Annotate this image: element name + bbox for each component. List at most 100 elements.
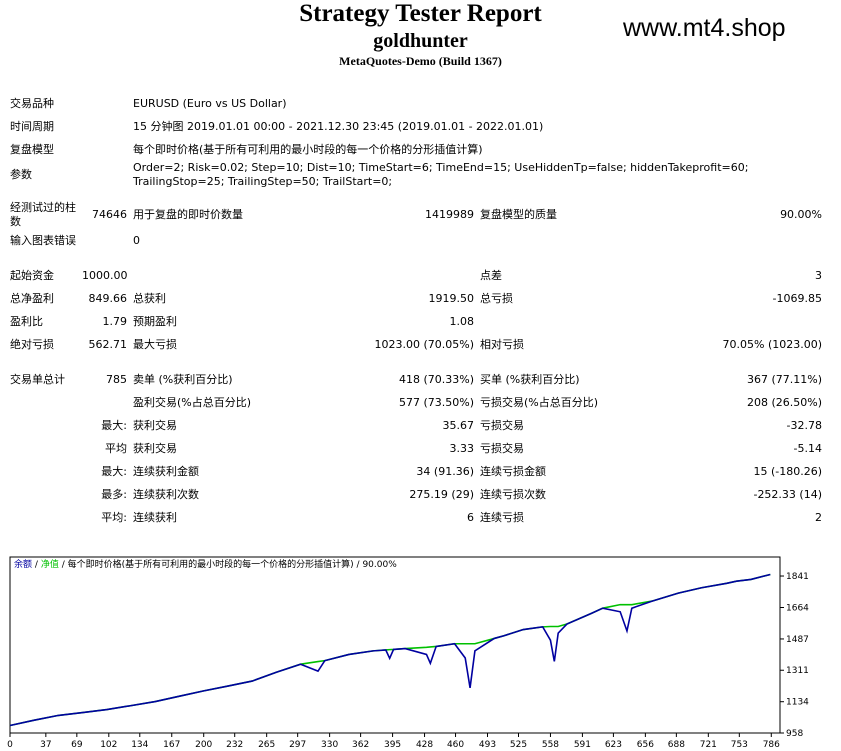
report-value: -5.14 [793, 441, 823, 455]
legend-balance: 余额 [14, 558, 32, 570]
report-label: 卖单 (%获利百分比) [133, 372, 233, 386]
report-row: 起始资金 1000.00 点差 3 [10, 252, 822, 287]
report-label: 用于复盘的即时价数量 [133, 208, 243, 221]
x-tick-label: 395 [384, 740, 401, 750]
report-row: 绝对亏损 562.71 最大亏损 1023.00 (70.05%) 相对亏损 70.05%… [10, 333, 822, 356]
report-label: 连续获利次数 [133, 487, 199, 501]
x-tick-label: 721 [700, 740, 717, 750]
legend-separator: / [35, 560, 39, 570]
legend-equity: 净值 [41, 558, 59, 570]
y-tick-label: 1841 [786, 572, 809, 582]
x-tick-label: 786 [763, 740, 780, 750]
x-tick-label: 37 [40, 740, 51, 750]
x-tick-label: 362 [352, 740, 369, 750]
x-tick-label: 134 [131, 740, 148, 750]
legend: 余额 / 净值 / 每个即时价格(基于所有可利用的最小时段的每一个价格的分形插值… [14, 558, 397, 570]
x-tick-label: 265 [258, 740, 275, 750]
report-label: 交易单总计 [10, 372, 65, 386]
report-value: 0 [133, 233, 140, 247]
x-tick-label: 69 [71, 740, 83, 750]
x-tick-label: 330 [321, 740, 338, 750]
report-value: 15 分钟图 2019.01.01 00:00 - 2021.12.30 23:… [133, 119, 544, 133]
legend-model: 每个即时价格(基于所有可利用的最小时段的每一个价格的分形插值计算) [68, 558, 354, 570]
report-value: 1.08 [449, 314, 475, 328]
report-value: 74646 [92, 208, 127, 221]
report-row: 最多: 连续获利次数 275.19 (29) 连续亏损次数 -252.33 (14) [10, 483, 822, 506]
report-value: 208 (26.50%) [746, 395, 823, 409]
report-label: 复盘模型 [10, 142, 54, 156]
report-value: -32.78 [786, 418, 823, 432]
x-tick-label: 167 [163, 740, 180, 750]
report-value: 275.19 (29) [409, 487, 474, 501]
report-value: 每个即时价格(基于所有可利用的最小时段的每一个价格的分形插值计算) [133, 142, 483, 156]
x-tick-label: 297 [289, 740, 306, 750]
report-label: 参数 [10, 168, 32, 181]
expert-name: goldhunter [373, 30, 468, 52]
report-row: 平均: 连续获利 6 连续亏损 2 [10, 506, 822, 529]
x-tick-label: 200 [195, 740, 212, 750]
report-row: 参数 Order=2; Risk=0.02; Step=10; Dist=10; … [10, 161, 822, 189]
x-tick-label: 656 [637, 740, 654, 750]
x-tick-label: 460 [447, 740, 464, 750]
report-label: 连续亏损 [480, 510, 524, 524]
report-value: 1.79 [102, 314, 128, 328]
report-label: 总亏损 [480, 291, 513, 305]
report-value: 785 [106, 372, 127, 386]
report-label: 亏损交易 [480, 441, 524, 455]
report-row: 复盘模型 每个即时价格(基于所有可利用的最小时段的每一个价格的分形插值计算) [10, 138, 822, 161]
x-tick-label: 102 [100, 740, 117, 750]
report-label: 交易品种 [10, 96, 54, 110]
x-tick-label: 493 [479, 740, 496, 750]
x-tick-label: 688 [668, 740, 685, 750]
y-tick-label: 1134 [786, 698, 809, 708]
report-row: 盈利交易(%占总百分比) 577 (73.50%) 亏损交易(%占总百分比) 208 … [10, 391, 822, 414]
report-value: 最大: [101, 418, 127, 432]
report-label: 相对亏损 [480, 337, 524, 351]
report-label: 预期盈利 [133, 314, 177, 328]
report-label: 绝对亏损 [10, 337, 54, 351]
report-value: 1023.00 (70.05%) [374, 337, 474, 351]
x-tick-label: 525 [510, 740, 527, 750]
report-label: 点差 [480, 268, 502, 282]
report-label: 亏损交易(%占总百分比) [480, 395, 599, 409]
empty-cell [10, 391, 127, 414]
report-label: 连续获利 [133, 510, 177, 524]
report-value: 15 (-180.26) [753, 464, 823, 478]
legend-separator: / [357, 560, 361, 570]
report-value: 6 [467, 510, 474, 524]
report-label: 获利交易 [133, 441, 177, 455]
report-value: 1000.00 [82, 268, 128, 282]
balance-chart: 余额 / 净值 / 每个即时价格(基于所有可利用的最小时段的每一个价格的分形插值… [7, 556, 809, 750]
report-row: 经测试过的柱数 74646 用于复盘的即时价数量 1419989 复盘模型的质量 90.0… [10, 189, 822, 229]
report-label: 亏损交易 [480, 418, 524, 432]
report-row: 输入图表错误 0 [10, 229, 822, 252]
report-value: 562.71 [88, 337, 128, 351]
report-label: 连续获利金额 [133, 464, 199, 478]
report-value: -1069.85 [772, 291, 823, 305]
report-label: 最大亏损 [133, 337, 177, 351]
report-row: 交易品种 EURUSD (Euro vs US Dollar) [10, 92, 822, 115]
report-value: 最多: [101, 487, 127, 501]
report-value: 418 (70.33%) [398, 372, 474, 386]
report-value: 平均 [105, 441, 127, 455]
report-value: 577 (73.50%) [398, 395, 474, 409]
report-value: 849.66 [88, 291, 128, 305]
report-value: Order=2; Risk=0.02; Step=10; Dist=10; Ti… [133, 161, 749, 188]
report-value: 70.05% (1023.00) [722, 337, 823, 351]
x-tick-label: 558 [542, 740, 559, 750]
report-row: 最大: 获利交易 35.67 亏损交易 -32.78 [10, 414, 822, 437]
watermark: www.mt4.shop [623, 14, 786, 42]
report-value: 35.67 [442, 418, 475, 432]
report-label: 经测试过的柱数 [10, 201, 76, 228]
report-value: 平均: [101, 510, 127, 524]
report-label: 起始资金 [10, 268, 54, 282]
x-tick-label: 623 [605, 740, 622, 750]
report-label: 复盘模型的质量 [480, 208, 557, 221]
report-row: 交易单总计 785 卖单 (%获利百分比) 418 (70.33%) 买单 (%获利百分… [10, 356, 822, 391]
report-label: 总获利 [133, 291, 166, 305]
balance-line [9, 573, 771, 727]
report-value: 3.33 [449, 441, 475, 455]
x-tick-label: 753 [731, 740, 748, 750]
server: MetaQuotes-Demo (Build 1367) [339, 54, 502, 68]
